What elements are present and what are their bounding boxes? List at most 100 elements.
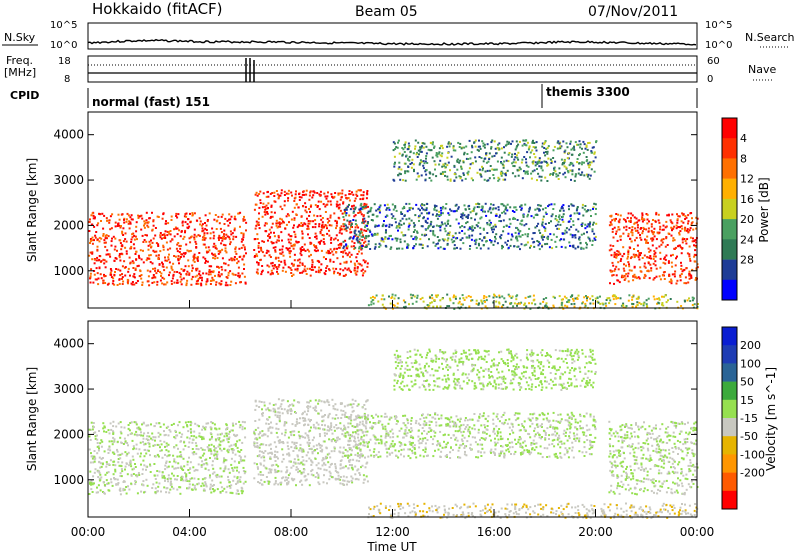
heatmap-cell: [507, 232, 510, 235]
heatmap-cell: [187, 446, 190, 448]
heatmap-cell: [433, 234, 436, 237]
heatmap-cell: [465, 296, 468, 299]
heatmap-cell: [354, 206, 357, 209]
heatmap-cell: [468, 236, 471, 239]
heatmap-cell: [151, 262, 154, 265]
heatmap-cell: [343, 479, 346, 482]
heatmap-cell: [259, 463, 262, 466]
heatmap-cell: [147, 441, 150, 444]
heatmap-cell: [519, 248, 521, 251]
heatmap-cell: [244, 436, 247, 439]
heatmap-cell: [358, 245, 361, 248]
heatmap-cell: [277, 457, 279, 460]
heatmap-cell: [561, 232, 564, 235]
heatmap-cell: [253, 208, 256, 211]
heatmap-cell: [348, 460, 351, 463]
heatmap-cell: [517, 174, 520, 177]
heatmap-cell: [507, 239, 509, 242]
heatmap-cell: [301, 271, 304, 274]
heatmap-cell: [341, 228, 344, 231]
heatmap-region: [342, 202, 598, 251]
heatmap-cell: [203, 236, 205, 239]
heatmap-cell: [647, 227, 650, 230]
heatmap-cell: [312, 423, 315, 426]
heatmap-cell: [123, 221, 126, 224]
heatmap-cell: [157, 216, 160, 218]
heatmap-cell: [407, 146, 410, 149]
heatmap-cell: [592, 221, 595, 224]
heatmap-cell: [228, 218, 230, 221]
heatmap-cell: [319, 446, 322, 449]
heatmap-cell: [337, 193, 340, 196]
heatmap-cell: [275, 224, 278, 227]
heatmap-cell: [140, 452, 142, 455]
heatmap-cell: [416, 231, 419, 234]
heatmap-cell: [379, 204, 382, 207]
heatmap-cell: [394, 221, 397, 224]
heatmap-cell: [504, 208, 507, 211]
heatmap-cell: [562, 204, 565, 207]
heatmap-cell: [321, 448, 324, 451]
heatmap-cell: [678, 244, 681, 247]
heatmap-cell: [310, 253, 312, 256]
heatmap-cell: [291, 210, 294, 213]
heatmap-cell: [581, 302, 584, 305]
heatmap-cell: [204, 428, 207, 431]
heatmap-cell: [581, 203, 584, 206]
heatmap-cell: [137, 264, 140, 267]
heatmap-cell: [403, 306, 405, 309]
heatmap-cell: [565, 166, 568, 169]
heatmap-cell: [203, 234, 206, 237]
heatmap-cell: [317, 476, 320, 479]
heatmap-cell: [351, 449, 353, 452]
heatmap-cell: [608, 224, 611, 227]
heatmap-cell: [511, 210, 514, 212]
heatmap-cell: [235, 235, 238, 238]
heatmap-cell: [526, 235, 529, 238]
heatmap-cell: [273, 408, 276, 411]
heatmap-cell: [553, 166, 556, 169]
heatmap-cell: [609, 269, 612, 272]
heatmap-cell: [211, 276, 214, 279]
heatmap-cell: [182, 237, 185, 240]
y-tick-label: 4000: [53, 128, 84, 142]
heatmap-cell: [493, 240, 496, 243]
heatmap-cell: [193, 469, 196, 472]
heatmap-cell: [330, 224, 333, 227]
heatmap-cell: [587, 162, 590, 165]
heatmap-cell: [470, 217, 473, 220]
heatmap-cell: [206, 251, 209, 254]
heatmap-cell: [245, 221, 248, 224]
heatmap-cell: [420, 145, 423, 148]
heatmap-cell: [306, 267, 309, 270]
heatmap-cell: [162, 212, 165, 215]
heatmap-cell: [346, 245, 349, 248]
heatmap-cell: [693, 255, 696, 258]
heatmap-cell: [420, 243, 423, 246]
heatmap-cell: [421, 244, 424, 247]
heatmap-cell: [166, 281, 169, 284]
heatmap-cell: [619, 235, 622, 238]
heatmap-cell: [179, 454, 182, 457]
heatmap-cell: [470, 177, 473, 180]
heatmap-cell: [507, 153, 510, 156]
heatmap-cell: [648, 250, 651, 253]
heatmap-cell: [154, 455, 157, 458]
heatmap-cell: [459, 297, 461, 300]
heatmap-cell: [173, 460, 176, 463]
heatmap-cell: [362, 272, 365, 275]
heatmap-cell: [272, 407, 275, 410]
heatmap-cell: [301, 230, 304, 233]
heatmap-cell: [406, 148, 409, 151]
heatmap-cell: [492, 301, 495, 304]
heatmap-cell: [210, 449, 212, 452]
heatmap-cell: [241, 428, 244, 431]
heatmap-cell: [238, 451, 241, 453]
heatmap-cell: [660, 243, 663, 246]
heatmap-cell: [195, 246, 198, 249]
heatmap-cell: [426, 203, 429, 205]
heatmap-cell: [564, 149, 567, 152]
heatmap-cell: [516, 219, 519, 221]
heatmap-cell: [279, 194, 282, 197]
heatmap-cell: [487, 210, 490, 213]
